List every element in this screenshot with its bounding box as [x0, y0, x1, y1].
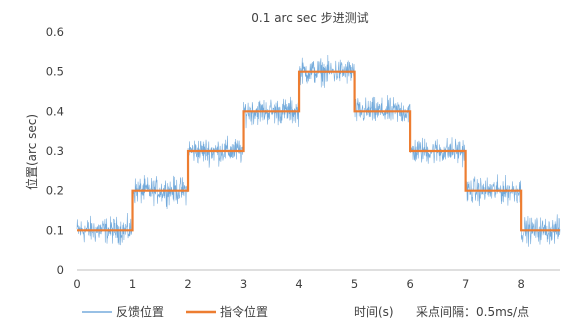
legend: 反馈位置 指令位置 — [82, 304, 268, 319]
x-tick-labels: 0 1 2 3 4 5 6 7 8 — [73, 277, 524, 291]
y-tick-labels: 0 0.1 0.2 0.3 0.4 0.5 0.6 — [46, 25, 64, 277]
y-tick-label: 0.2 — [46, 184, 64, 198]
y-tick-label: 0.3 — [46, 144, 64, 158]
y-tick-label: 0.1 — [46, 223, 64, 237]
x-tick-label: 7 — [462, 277, 469, 291]
x-tick-label: 4 — [295, 277, 302, 291]
y-tick-label: 0 — [57, 263, 64, 277]
chart-title: 0.1 arc sec 步进测试 — [251, 10, 368, 25]
command-series — [77, 70, 560, 232]
x-tick-label: 2 — [184, 277, 191, 291]
legend-label-feedback: 反馈位置 — [116, 304, 164, 319]
y-tick-label: 0.5 — [46, 65, 64, 79]
legend-label-command: 指令位置 — [220, 304, 268, 319]
feedback-line — [76, 54, 561, 247]
x-tick-label: 3 — [240, 277, 247, 291]
x-tick-label: 6 — [406, 277, 413, 291]
feedback-series — [76, 54, 561, 247]
x-tick-label: 8 — [517, 277, 524, 291]
x-tick-label: 1 — [129, 277, 136, 291]
sampling-label: 采点间隔：0.5ms/点 — [416, 305, 529, 319]
y-tick-label: 0.4 — [46, 104, 64, 118]
x-tick-label: 5 — [351, 277, 358, 291]
y-axis-label: 位置(arc sec) — [24, 114, 39, 190]
command-line — [77, 70, 560, 232]
y-tick-label: 0.6 — [46, 25, 64, 39]
x-tick-label: 0 — [73, 277, 80, 291]
time-label: 时间(s) — [354, 305, 394, 319]
